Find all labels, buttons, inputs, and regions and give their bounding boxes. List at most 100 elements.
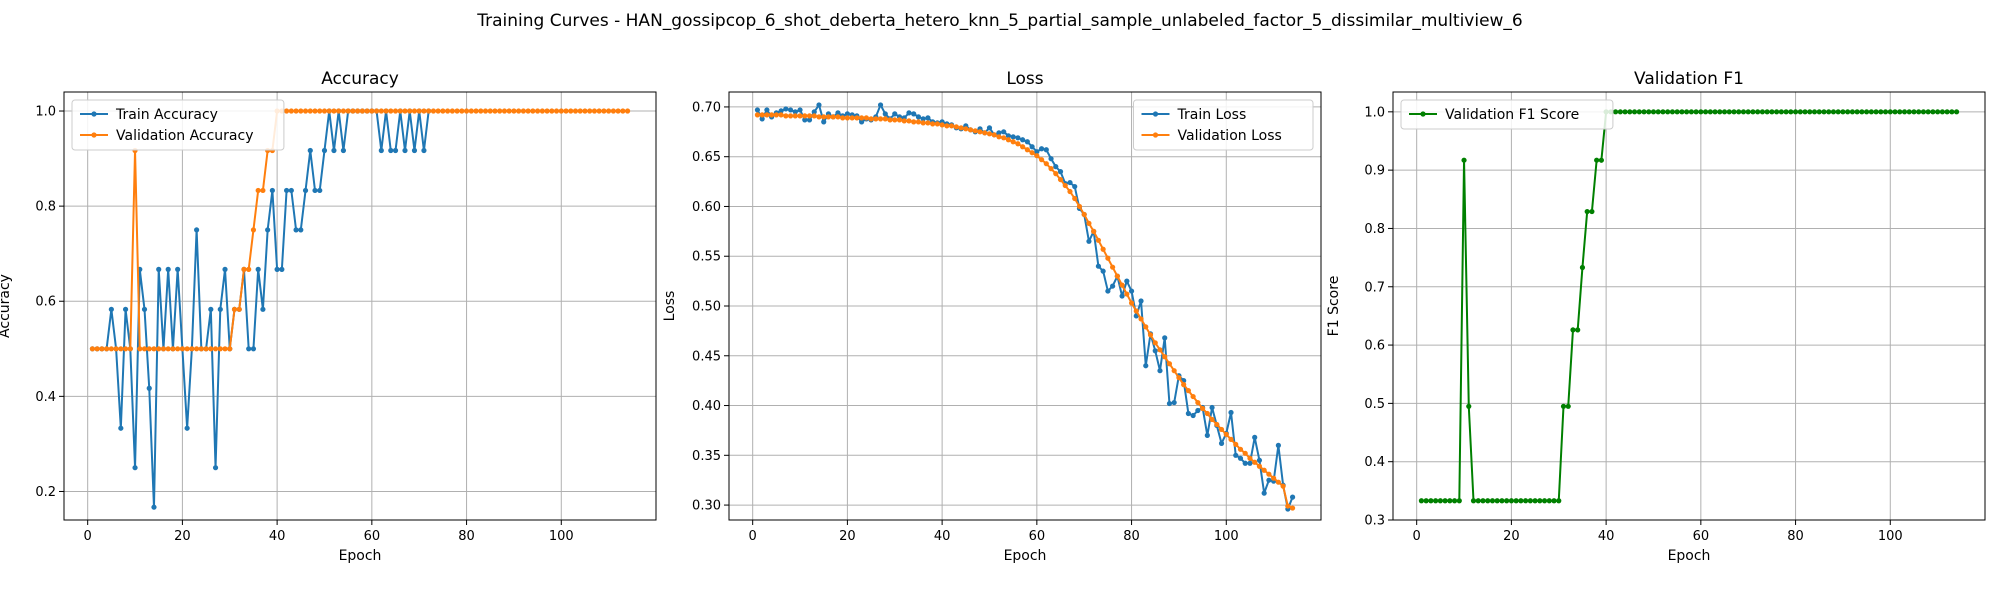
- x-tick-label: 100: [1878, 529, 1903, 544]
- data-point: [1124, 278, 1130, 284]
- data-point: [530, 108, 536, 114]
- data-point: [298, 227, 304, 233]
- data-point: [321, 108, 328, 114]
- data-point: [1684, 109, 1690, 115]
- data-point: [1062, 182, 1068, 189]
- data-point: [568, 108, 574, 114]
- data-point: [1712, 109, 1718, 115]
- data-point: [882, 111, 888, 117]
- data-point: [1854, 109, 1860, 115]
- data-point: [1570, 327, 1576, 333]
- data-point: [506, 108, 512, 114]
- data-point: [1038, 157, 1045, 163]
- data-point: [906, 118, 912, 124]
- data-point: [1821, 109, 1827, 115]
- data-point: [967, 127, 974, 133]
- data-point: [265, 227, 271, 233]
- data-point: [1200, 405, 1206, 412]
- data-point: [217, 306, 223, 312]
- data-point: [1447, 498, 1453, 504]
- data-point: [1010, 139, 1016, 145]
- data-point: [1057, 169, 1064, 175]
- data-point: [991, 132, 997, 138]
- data-point: [844, 115, 851, 121]
- data-point: [1868, 109, 1874, 115]
- data-point: [430, 108, 437, 114]
- y-tick-label: 0.4: [35, 390, 56, 405]
- data-point: [859, 119, 865, 125]
- data-point: [141, 306, 148, 312]
- data-point: [939, 122, 945, 128]
- data-point: [1204, 432, 1210, 438]
- data-point: [783, 113, 789, 119]
- data-point: [1636, 109, 1642, 115]
- data-point: [411, 108, 418, 114]
- data-point: [1579, 264, 1586, 271]
- data-point: [373, 108, 380, 114]
- data-point: [1892, 109, 1898, 115]
- data-point: [179, 346, 185, 352]
- data-point: [1114, 273, 1120, 279]
- data-point: [274, 266, 280, 272]
- data-point: [1209, 416, 1215, 423]
- data-point: [416, 108, 422, 114]
- x-tick-label: 80: [1123, 529, 1140, 544]
- data-point: [421, 108, 427, 114]
- data-point: [511, 108, 517, 114]
- data-point: [892, 111, 898, 117]
- data-point: [1617, 109, 1623, 115]
- data-point: [1811, 109, 1818, 115]
- data-point: [1076, 203, 1083, 210]
- data-point: [802, 113, 808, 119]
- data-point: [915, 119, 922, 125]
- data-point: [1849, 109, 1855, 115]
- data-point: [1939, 109, 1945, 115]
- data-point: [535, 108, 541, 114]
- data-point: [364, 108, 370, 114]
- data-point: [873, 116, 879, 122]
- x-tick-label: 60: [1693, 529, 1710, 544]
- x-tick-label: 20: [1503, 529, 1520, 544]
- data-point: [118, 425, 124, 431]
- data-point: [1029, 144, 1035, 150]
- data-point: [1029, 150, 1035, 156]
- data-point: [1546, 498, 1552, 504]
- data-point: [1508, 498, 1514, 504]
- data-point: [1878, 109, 1884, 115]
- data-point: [778, 108, 784, 114]
- data-point: [1218, 426, 1225, 433]
- data-point: [1119, 282, 1125, 288]
- y-tick-label: 0.3: [1364, 514, 1385, 529]
- data-point: [1195, 399, 1201, 406]
- data-point: [596, 108, 602, 114]
- data-point: [1053, 171, 1059, 177]
- y-axis-label: Loss: [662, 291, 678, 322]
- y-tick-label: 0.50: [692, 300, 721, 315]
- data-point: [459, 108, 465, 114]
- data-point: [986, 131, 993, 137]
- y-tick-label: 0.8: [1364, 222, 1385, 237]
- subplot-0: 0 20 40 60 80 100 0.2 0.4 0.6 0.8 1.0 Accuracy Epoch…: [0, 69, 657, 564]
- data-point: [1289, 505, 1296, 511]
- data-point: [1157, 368, 1163, 374]
- data-point: [1086, 238, 1092, 244]
- data-point: [582, 108, 588, 114]
- data-point: [497, 108, 503, 114]
- data-point: [549, 108, 555, 114]
- data-point: [996, 134, 1002, 140]
- data-point: [1598, 157, 1604, 163]
- data-point: [189, 346, 195, 352]
- legend-swatch-marker: [91, 132, 97, 138]
- y-tick-label: 0.30: [692, 499, 721, 514]
- data-point: [835, 114, 841, 120]
- data-point: [925, 120, 931, 126]
- data-point: [825, 114, 832, 120]
- data-point: [901, 118, 907, 124]
- data-point: [896, 117, 903, 123]
- data-point: [108, 306, 114, 312]
- data-point: [1518, 498, 1524, 504]
- data-point: [1095, 237, 1102, 243]
- data-point: [1499, 498, 1505, 504]
- y-tick-label: 0.45: [692, 349, 721, 364]
- data-point: [392, 147, 399, 154]
